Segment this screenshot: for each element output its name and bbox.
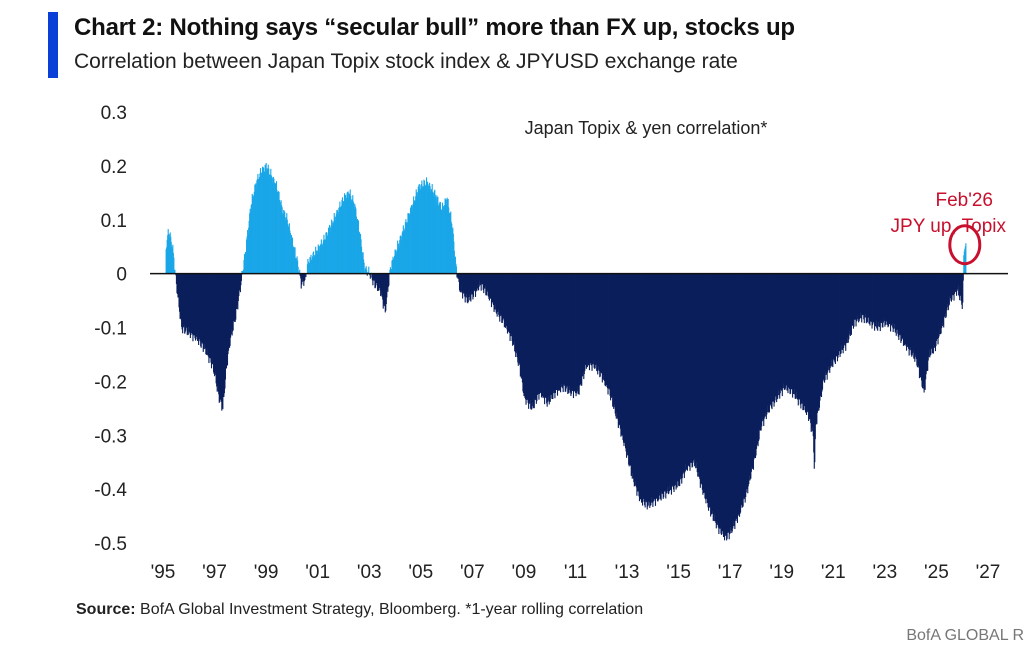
y-tick-label: 0.2 xyxy=(101,157,127,178)
x-tick-label: '97 xyxy=(202,562,227,583)
x-tick-label: '95 xyxy=(151,562,176,583)
y-tick-label: -0.3 xyxy=(94,426,127,447)
x-tick-label: '05 xyxy=(408,562,433,583)
chart-subtitle: Correlation between Japan Topix stock in… xyxy=(74,50,738,73)
correlation-bar xyxy=(368,266,370,274)
y-tick-label: -0.5 xyxy=(94,534,127,555)
source-label: Source: xyxy=(76,601,136,618)
correlation-bar xyxy=(297,266,299,274)
correlation-bar xyxy=(298,271,300,274)
source-note: Source: BofA Global Investment Strategy,… xyxy=(76,601,643,619)
y-tick-label: -0.2 xyxy=(94,372,127,393)
x-tick-label: '25 xyxy=(924,562,949,583)
correlation-bar xyxy=(366,273,368,276)
x-tick-label: '11 xyxy=(564,562,587,583)
x-tick-label: '15 xyxy=(666,562,691,583)
x-tick-label: '13 xyxy=(615,562,640,583)
x-tick-label: '03 xyxy=(357,562,382,583)
y-tick-label: 0.1 xyxy=(101,211,127,232)
correlation-bar xyxy=(965,243,967,274)
highlight-circle xyxy=(948,224,982,266)
correlation-bar xyxy=(304,273,306,280)
x-tick-label: '17 xyxy=(718,562,743,583)
y-tick-label: 0.3 xyxy=(101,103,127,124)
annotation-text: Feb'26 xyxy=(935,190,993,211)
correlation-bar xyxy=(962,273,964,303)
correlation-bar xyxy=(173,257,175,274)
brand-watermark: BofA GLOBAL R xyxy=(906,627,1024,644)
correlation-bar xyxy=(363,262,365,274)
correlation-bar xyxy=(241,270,243,274)
correlation-bar xyxy=(305,273,307,278)
correlation-bar xyxy=(174,269,176,274)
correlation-bar xyxy=(962,273,964,281)
x-tick-label: '19 xyxy=(769,562,794,583)
title-accent-bar xyxy=(48,12,58,78)
source-text: BofA Global Investment Strategy, Bloombe… xyxy=(135,601,644,618)
x-tick-label: '01 xyxy=(305,562,330,583)
correlation-bar xyxy=(455,266,457,274)
chart-title: Chart 2: Nothing says “secular bull” mor… xyxy=(74,14,795,41)
series-label: Japan Topix & yen correlation* xyxy=(525,118,768,138)
x-tick-label: '21 xyxy=(821,562,846,583)
x-tick-label: '09 xyxy=(512,562,537,583)
correlation-bar xyxy=(388,273,390,286)
x-tick-label: '23 xyxy=(872,562,897,583)
x-tick-label: '27 xyxy=(976,562,1001,583)
annotation-text: JPY up, Topix xyxy=(891,216,1007,237)
correlation-chart: 0.3 0.2 0.1 0 -0.1 -0.2 -0.3 -0.4 -0.5 '95 '97 '99 '… xyxy=(94,103,1008,583)
correlation-bar xyxy=(240,273,242,281)
x-tick-label: '99 xyxy=(254,562,279,583)
y-tick-label: -0.4 xyxy=(94,480,127,501)
correlation-bar xyxy=(299,269,301,274)
correlation-bar xyxy=(366,269,368,274)
correlation-bar xyxy=(369,273,371,279)
y-tick-label: -0.1 xyxy=(94,319,127,340)
correlation-bar xyxy=(372,273,374,286)
x-tick-label: '07 xyxy=(460,562,485,583)
y-tick-label: 0 xyxy=(116,265,127,286)
